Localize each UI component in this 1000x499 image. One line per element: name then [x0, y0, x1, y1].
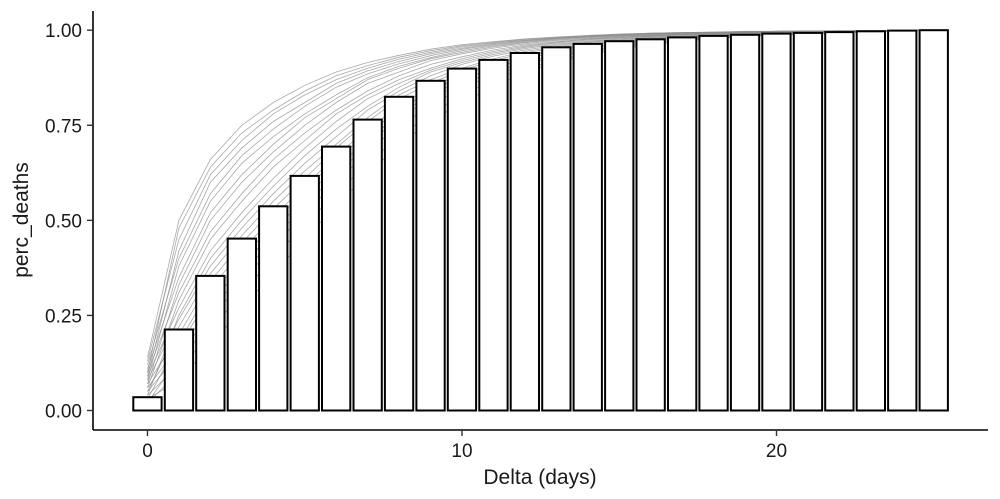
bar-3: [226, 237, 257, 412]
series-line-20: [147, 29, 934, 358]
y-tick-label-2: 0.50: [45, 211, 82, 232]
bar-0: [132, 396, 163, 412]
bar-16: [635, 38, 666, 412]
y-tick-label-4: 1.00: [45, 21, 82, 42]
bar-25: [918, 29, 949, 412]
bar-10: [446, 67, 478, 412]
y-tick-label-3: 0.75: [45, 116, 82, 137]
bar-13: [541, 46, 572, 412]
bar-19: [729, 33, 761, 412]
x-tick-label-0: 0: [142, 441, 153, 462]
bar-12: [509, 52, 541, 412]
x-tick-label-10: 10: [451, 441, 472, 462]
bar-21: [792, 31, 824, 412]
bar-17: [667, 36, 698, 412]
bar-24: [887, 29, 918, 412]
y-tick-label-0: 0.00: [45, 402, 82, 423]
bar-14: [572, 42, 603, 412]
bar-22: [824, 31, 855, 412]
bar-8: [383, 95, 415, 412]
y-axis-title: perc_deaths: [10, 162, 33, 278]
bars: [132, 29, 949, 412]
bar-7: [352, 118, 383, 412]
bar-23: [855, 30, 887, 412]
bar-6: [321, 145, 352, 412]
y-tick-label-1: 0.25: [45, 306, 82, 327]
bar-2: [195, 274, 226, 412]
bar-11: [478, 58, 509, 412]
bar-20: [761, 32, 792, 412]
x-tick-label-20: 20: [766, 441, 787, 462]
bar-15: [604, 40, 635, 412]
bar-1: [163, 328, 195, 412]
bar-18: [698, 34, 729, 412]
bar-9: [415, 79, 446, 412]
bar-5: [289, 174, 320, 412]
x-axis-title: Delta (days): [483, 466, 596, 489]
axes: 0 10 20 0.00 0.25 0.50 0.75 1.00: [45, 11, 988, 462]
bar-4: [258, 205, 289, 412]
